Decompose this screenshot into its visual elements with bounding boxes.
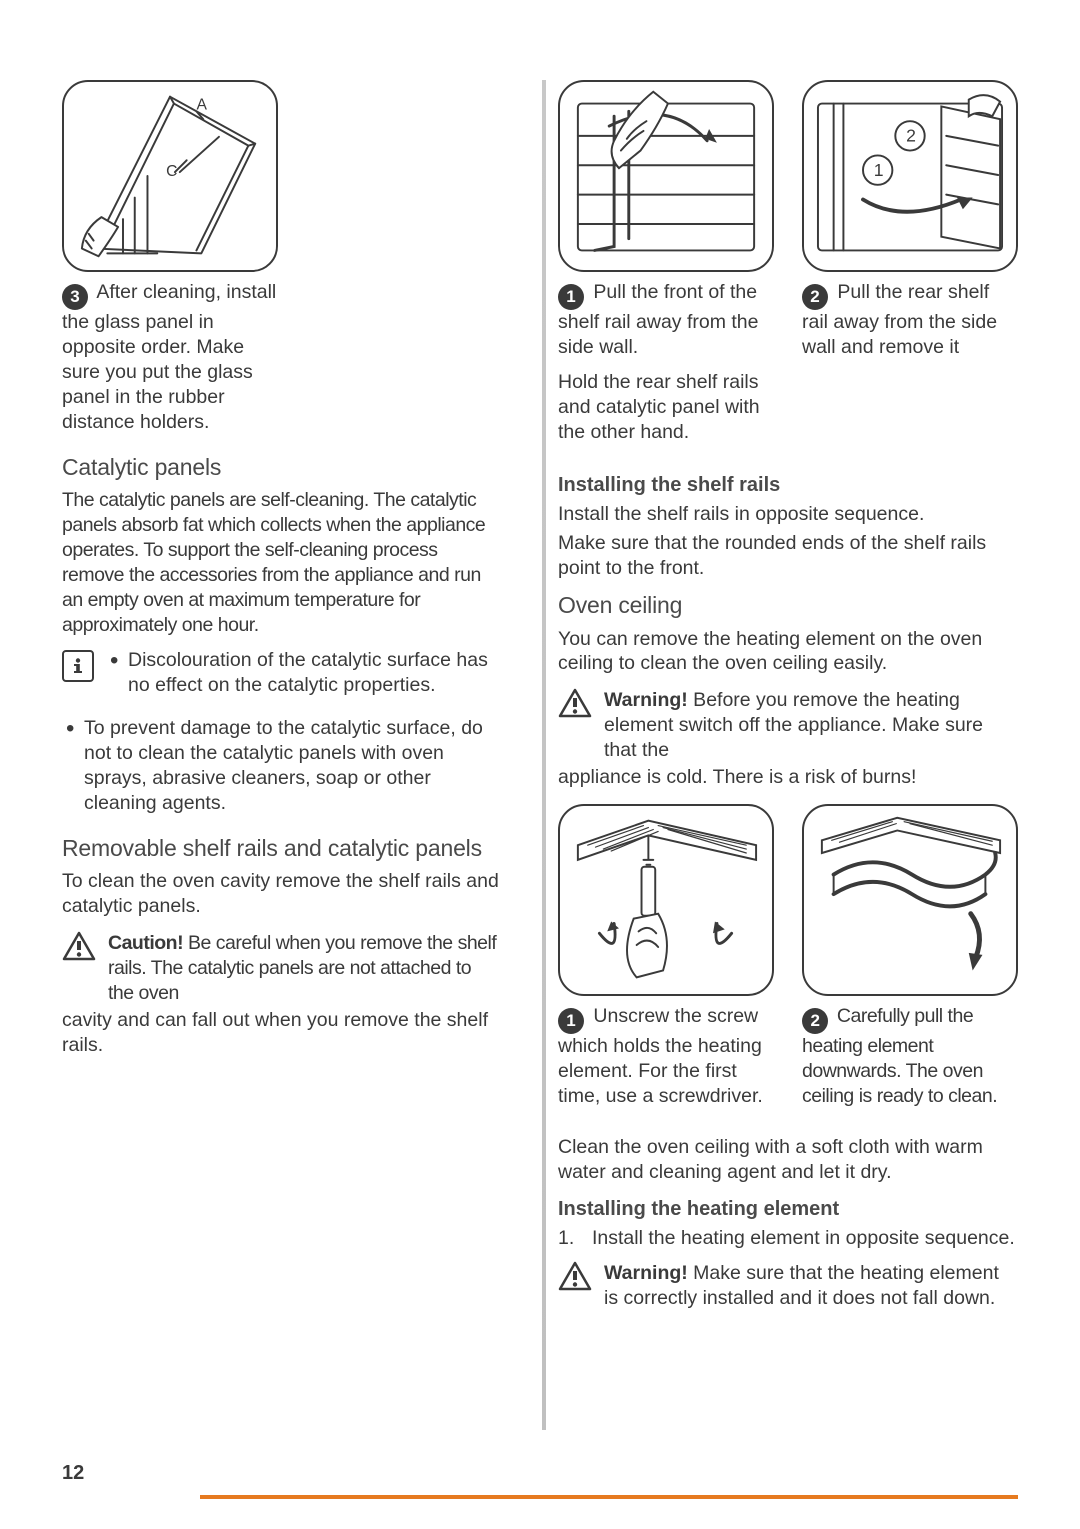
circled-2-shelf: 2 <box>802 284 828 310</box>
warning2-callout: Warning! Make sure that the heating elem… <box>558 1259 1018 1321</box>
step3-text: 3 After cleaning, install the glass pane… <box>62 280 278 435</box>
caution-text-line2: cavity and can fall out when you remove … <box>62 1008 500 1058</box>
circled-3: 3 <box>62 284 88 310</box>
caution-icon <box>62 931 96 961</box>
left-column: A C 3 After cleaning, install the glass … <box>62 80 500 1430</box>
figure-unscrew <box>558 804 774 996</box>
catalytic-p1: The catalytic panels are self-cleaning. … <box>62 488 500 638</box>
ceil-step1-body: Unscrew the screw which holds the heatin… <box>558 1005 763 1107</box>
oven-ceiling-heading: Oven ceiling <box>558 591 1018 620</box>
shelf-step2-body: Pull the rear shelf rail away from the s… <box>802 281 997 358</box>
ol-number: 1. <box>558 1226 578 1251</box>
page-number: 12 <box>62 1462 84 1485</box>
shelf-step1: 1 Pull the front of the shelf rail away … <box>558 280 774 360</box>
caution-label: Caution! <box>108 932 183 954</box>
ceiling-p1: You can remove the heating element on th… <box>558 627 1018 677</box>
ceil-step2: 2 Carefully pull the heating element dow… <box>802 1004 1018 1109</box>
warning1-line1: Warning! Before you remove the heating e… <box>604 688 1018 763</box>
install-heating-heading: Installing the heating element <box>558 1197 1018 1223</box>
figure-shelf-pull-rear: 1 2 <box>802 80 1018 272</box>
shelf-step2: 2 Pull the rear shelf rail away from the… <box>802 280 1018 360</box>
shelf-figures-row: 1 Pull the front of the shelf rail away … <box>558 80 1018 455</box>
warning1-line2: appliance is cold. There is a risk of bu… <box>558 765 1018 790</box>
ceil-step2-body: Carefully pull the heating element downw… <box>802 1005 997 1107</box>
warning-icon <box>558 688 592 718</box>
install-shelf-p2: Make sure that the rounded ends of the s… <box>558 531 1018 581</box>
ceiling-figures-row: 1 Unscrew the screw which holds the heat… <box>558 804 1018 1119</box>
info-bullet-1: Discolouration of the catalytic surface … <box>106 648 500 698</box>
svg-text:2: 2 <box>906 126 916 146</box>
figure-pull-down <box>802 804 1018 996</box>
circled-1-shelf: 1 <box>558 284 584 310</box>
warning2-text: Warning! Make sure that the heating elem… <box>604 1261 1018 1311</box>
shelf-step1-b: Hold the rear shelf rails and catalytic … <box>558 370 774 445</box>
footer-rule <box>200 1495 1018 1499</box>
caution-text-line1: Caution! Be careful when you remove the … <box>108 931 500 1006</box>
install-shelf-heading: Installing the shelf rails <box>558 473 1018 499</box>
right-column: 1 Pull the front of the shelf rail away … <box>558 80 1018 1430</box>
removable-heading: Removable shelf rails and catalytic pane… <box>62 834 500 863</box>
removable-p1: To clean the oven cavity remove the shel… <box>62 869 500 919</box>
step3-body: After cleaning, install the glass panel … <box>62 281 276 433</box>
install-shelf-p1: Install the shelf rails in opposite sequ… <box>558 502 1018 527</box>
warning1-label: Warning! <box>604 689 688 711</box>
ceiling-p2: Clean the oven ceiling with a soft cloth… <box>558 1135 1018 1185</box>
catalytic-heading: Catalytic panels <box>62 453 500 482</box>
circled-2-ceil: 2 <box>802 1008 828 1034</box>
install-heat-li-text: Install the heating element in opposite … <box>592 1226 1015 1251</box>
ceil-step1: 1 Unscrew the screw which holds the heat… <box>558 1004 774 1109</box>
figure-shelf-pull-front <box>558 80 774 272</box>
label-a: A <box>196 96 207 113</box>
info-icon <box>62 650 94 682</box>
circled-1-ceil: 1 <box>558 1008 584 1034</box>
caution-callout: Caution! Be careful when you remove the … <box>62 929 500 1016</box>
warning1-callout: Warning! Before you remove the heating e… <box>558 686 1018 773</box>
svg-text:1: 1 <box>874 160 884 180</box>
figure-glass-panel: A C <box>62 80 278 272</box>
warning-icon <box>558 1261 592 1291</box>
two-column-layout: A C 3 After cleaning, install the glass … <box>62 80 1018 1430</box>
column-divider <box>542 80 546 1430</box>
shelf-step1-a: Pull the front of the shelf rail away fr… <box>558 281 759 358</box>
warning2-label: Warning! <box>604 1262 688 1284</box>
info-bullet-2: To prevent damage to the catalytic surfa… <box>62 716 500 816</box>
install-heating-step1: 1. Install the heating element in opposi… <box>558 1226 1018 1251</box>
info-callout: Discolouration of the catalytic surface … <box>62 648 500 716</box>
